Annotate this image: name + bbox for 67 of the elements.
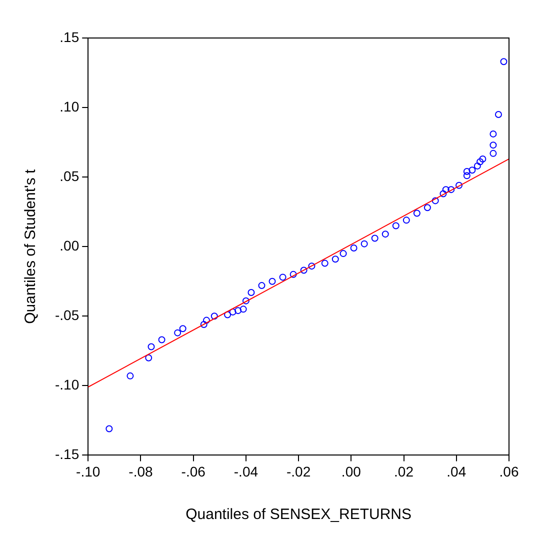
x-tick-label: .00 [341, 463, 362, 480]
point [179, 325, 186, 332]
point [432, 197, 439, 204]
point [402, 216, 410, 224]
point [424, 204, 431, 212]
point [442, 186, 450, 194]
x-tick-label: -.02 [286, 463, 311, 480]
point [494, 110, 502, 118]
point [468, 166, 476, 174]
point [463, 168, 470, 176]
y-tick-label: .15 [60, 28, 80, 45]
y-tick-label: -.10 [55, 376, 80, 393]
y-tick-label: -.05 [55, 306, 80, 323]
point [321, 260, 328, 267]
point [340, 250, 347, 258]
point [148, 343, 155, 350]
point [463, 172, 470, 180]
point [490, 130, 497, 138]
point [200, 320, 208, 328]
point [290, 270, 297, 278]
point [371, 234, 378, 242]
point [360, 240, 368, 248]
y-tick-label: .00 [60, 237, 80, 254]
point [258, 282, 266, 290]
y-tick-label: .05 [60, 168, 80, 184]
point [158, 336, 166, 344]
x-tick-label: .02 [394, 463, 414, 480]
point [500, 58, 508, 66]
point [382, 230, 389, 238]
x-tick-label: -.08 [128, 463, 154, 480]
point [126, 372, 134, 380]
point [279, 274, 286, 281]
y-tick-label: .10 [60, 98, 80, 114]
point [474, 162, 481, 170]
x-tick-label: -.06 [181, 463, 206, 480]
point [240, 306, 247, 313]
point [490, 142, 497, 149]
point [174, 329, 182, 336]
point [224, 311, 232, 318]
x-axis-title: Quantiles of SENSEX_RETURNS [186, 506, 412, 524]
point [413, 210, 420, 217]
point [300, 266, 308, 274]
point [229, 308, 236, 316]
y-axis-title: Quantiles of Student's t [22, 168, 40, 324]
x-tick-label: .06 [499, 463, 519, 480]
point [350, 244, 358, 252]
point [202, 316, 210, 324]
x-tick-label: -.10 [76, 463, 100, 480]
point [242, 297, 250, 304]
point [479, 155, 486, 162]
point [210, 312, 218, 320]
point [440, 190, 447, 198]
point [268, 278, 276, 285]
point [456, 182, 463, 189]
x-tick-label: .04 [446, 463, 466, 480]
y-tick-label: -.15 [55, 446, 80, 462]
point [490, 150, 497, 157]
point [392, 222, 400, 230]
point [106, 425, 113, 432]
x-tick-label: -.04 [234, 463, 258, 480]
point [248, 288, 255, 296]
point [145, 354, 152, 362]
point [332, 256, 339, 263]
point [234, 307, 242, 314]
point [448, 186, 455, 194]
point [476, 158, 484, 166]
point [308, 262, 316, 270]
